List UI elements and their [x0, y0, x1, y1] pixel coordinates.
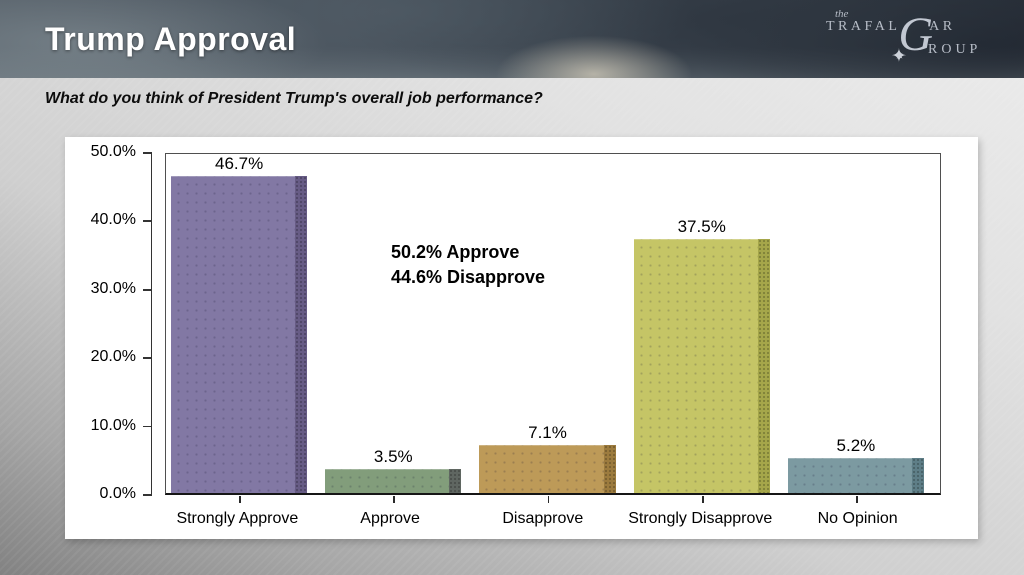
bar-value-label-strongly-approve: 46.7% — [214, 154, 264, 174]
bar-edge-shading — [449, 469, 462, 493]
bar-approve: 3.5% — [325, 447, 462, 493]
trafalgar-group-logo: the TRAFAL G AR ROUP ✦ ✦ — [826, 8, 992, 72]
bar-strongly-disapprove: 37.5% — [633, 217, 770, 493]
y-axis-tick-mark — [143, 425, 152, 428]
bar-value-label-approve: 3.5% — [373, 447, 413, 467]
bar-edge-shading — [757, 238, 770, 493]
chart-panel: 50.0% 40.0% 30.0% 20.0% 10.0% 0.0% 46.7% 3.5% 7… — [65, 137, 978, 539]
bar-slot-approve: 3.5% — [325, 154, 462, 503]
bar-strongly-approve: 46.7% — [171, 154, 308, 493]
y-axis-tick-label: 0.0% — [99, 485, 136, 502]
x-axis-label-no-opinion: No Opinion — [817, 510, 898, 527]
plot-area: 46.7% 3.5% 7.1% 37.5% 5.2% 50.2% Approve 44.… — [165, 153, 941, 503]
bar-disapprove: 7.1% — [479, 423, 616, 493]
bar-value-label-strongly-disapprove: 37.5% — [677, 216, 726, 236]
y-axis-tick-label: 50.0% — [90, 143, 136, 160]
logo-text-trafal: TRAFAL — [826, 19, 901, 34]
compass-star-icon: ✦ ✦ — [890, 46, 908, 67]
bar-slot-strongly-disapprove: 37.5% — [633, 154, 770, 503]
disapprove-total-text: 44.6% Disapprove — [391, 267, 546, 287]
bar-value-label-no-opinion: 5.2% — [836, 435, 876, 455]
y-axis-tick-label: 40.0% — [90, 211, 136, 229]
bar-edge-shading — [603, 444, 616, 493]
approve-total-text: 50.2% Approve — [391, 242, 520, 262]
logo-text-ar: AR — [929, 19, 956, 34]
x-axis-label-disapprove: Disapprove — [502, 510, 584, 527]
y-axis-tick-label: 20.0% — [90, 348, 136, 366]
y-axis-tick-mark — [143, 152, 152, 154]
logo-line1: TRAFAL G AR — [826, 11, 956, 59]
x-axis-label-strongly-disapprove: Strongly Disapprove — [628, 510, 773, 527]
page-title: Trump Approval — [45, 21, 297, 57]
header-banner: Trump Approval the TRAFAL G AR ROUP ✦ ✦ — [0, 0, 1024, 78]
summary-annotation: 50.2% Approve 44.6% Disapprove — [391, 240, 545, 290]
logo-prefix-text: the — [835, 8, 849, 20]
bars-layer: 46.7% 3.5% 7.1% 37.5% 5.2% — [166, 154, 940, 503]
y-axis-tick-mark — [143, 288, 152, 291]
bar-no-opinion: 5.2% — [787, 436, 925, 493]
survey-question: What do you think of President Trump's o… — [45, 90, 543, 107]
y-axis-tick-label: 10.0% — [90, 416, 136, 434]
bar-slot-no-opinion: 5.2% — [787, 154, 925, 503]
bar-edge-shading — [912, 457, 925, 493]
bar-slot-disapprove: 7.1% — [479, 154, 616, 503]
y-axis-tick-mark — [143, 494, 152, 496]
bar-value-label-disapprove: 7.1% — [528, 422, 567, 442]
y-axis-tick-label: 30.0% — [90, 279, 136, 297]
bar-slot-strongly-approve: 46.7% — [171, 154, 308, 503]
x-axis-label-approve: Approve — [360, 510, 420, 527]
logo-text-roup: ROUP — [928, 42, 982, 57]
y-axis: 50.0% 40.0% 30.0% 20.0% 10.0% 0.0% — [65, 143, 152, 502]
bar-edge-shading — [295, 176, 308, 493]
x-axis-label-strongly-approve: Strongly Approve — [176, 510, 299, 527]
x-axis-labels: Strongly Approve Approve Disapprove Strongl… — [165, 510, 941, 528]
y-axis-tick-mark — [143, 220, 152, 223]
y-axis-tick-mark — [143, 357, 152, 359]
